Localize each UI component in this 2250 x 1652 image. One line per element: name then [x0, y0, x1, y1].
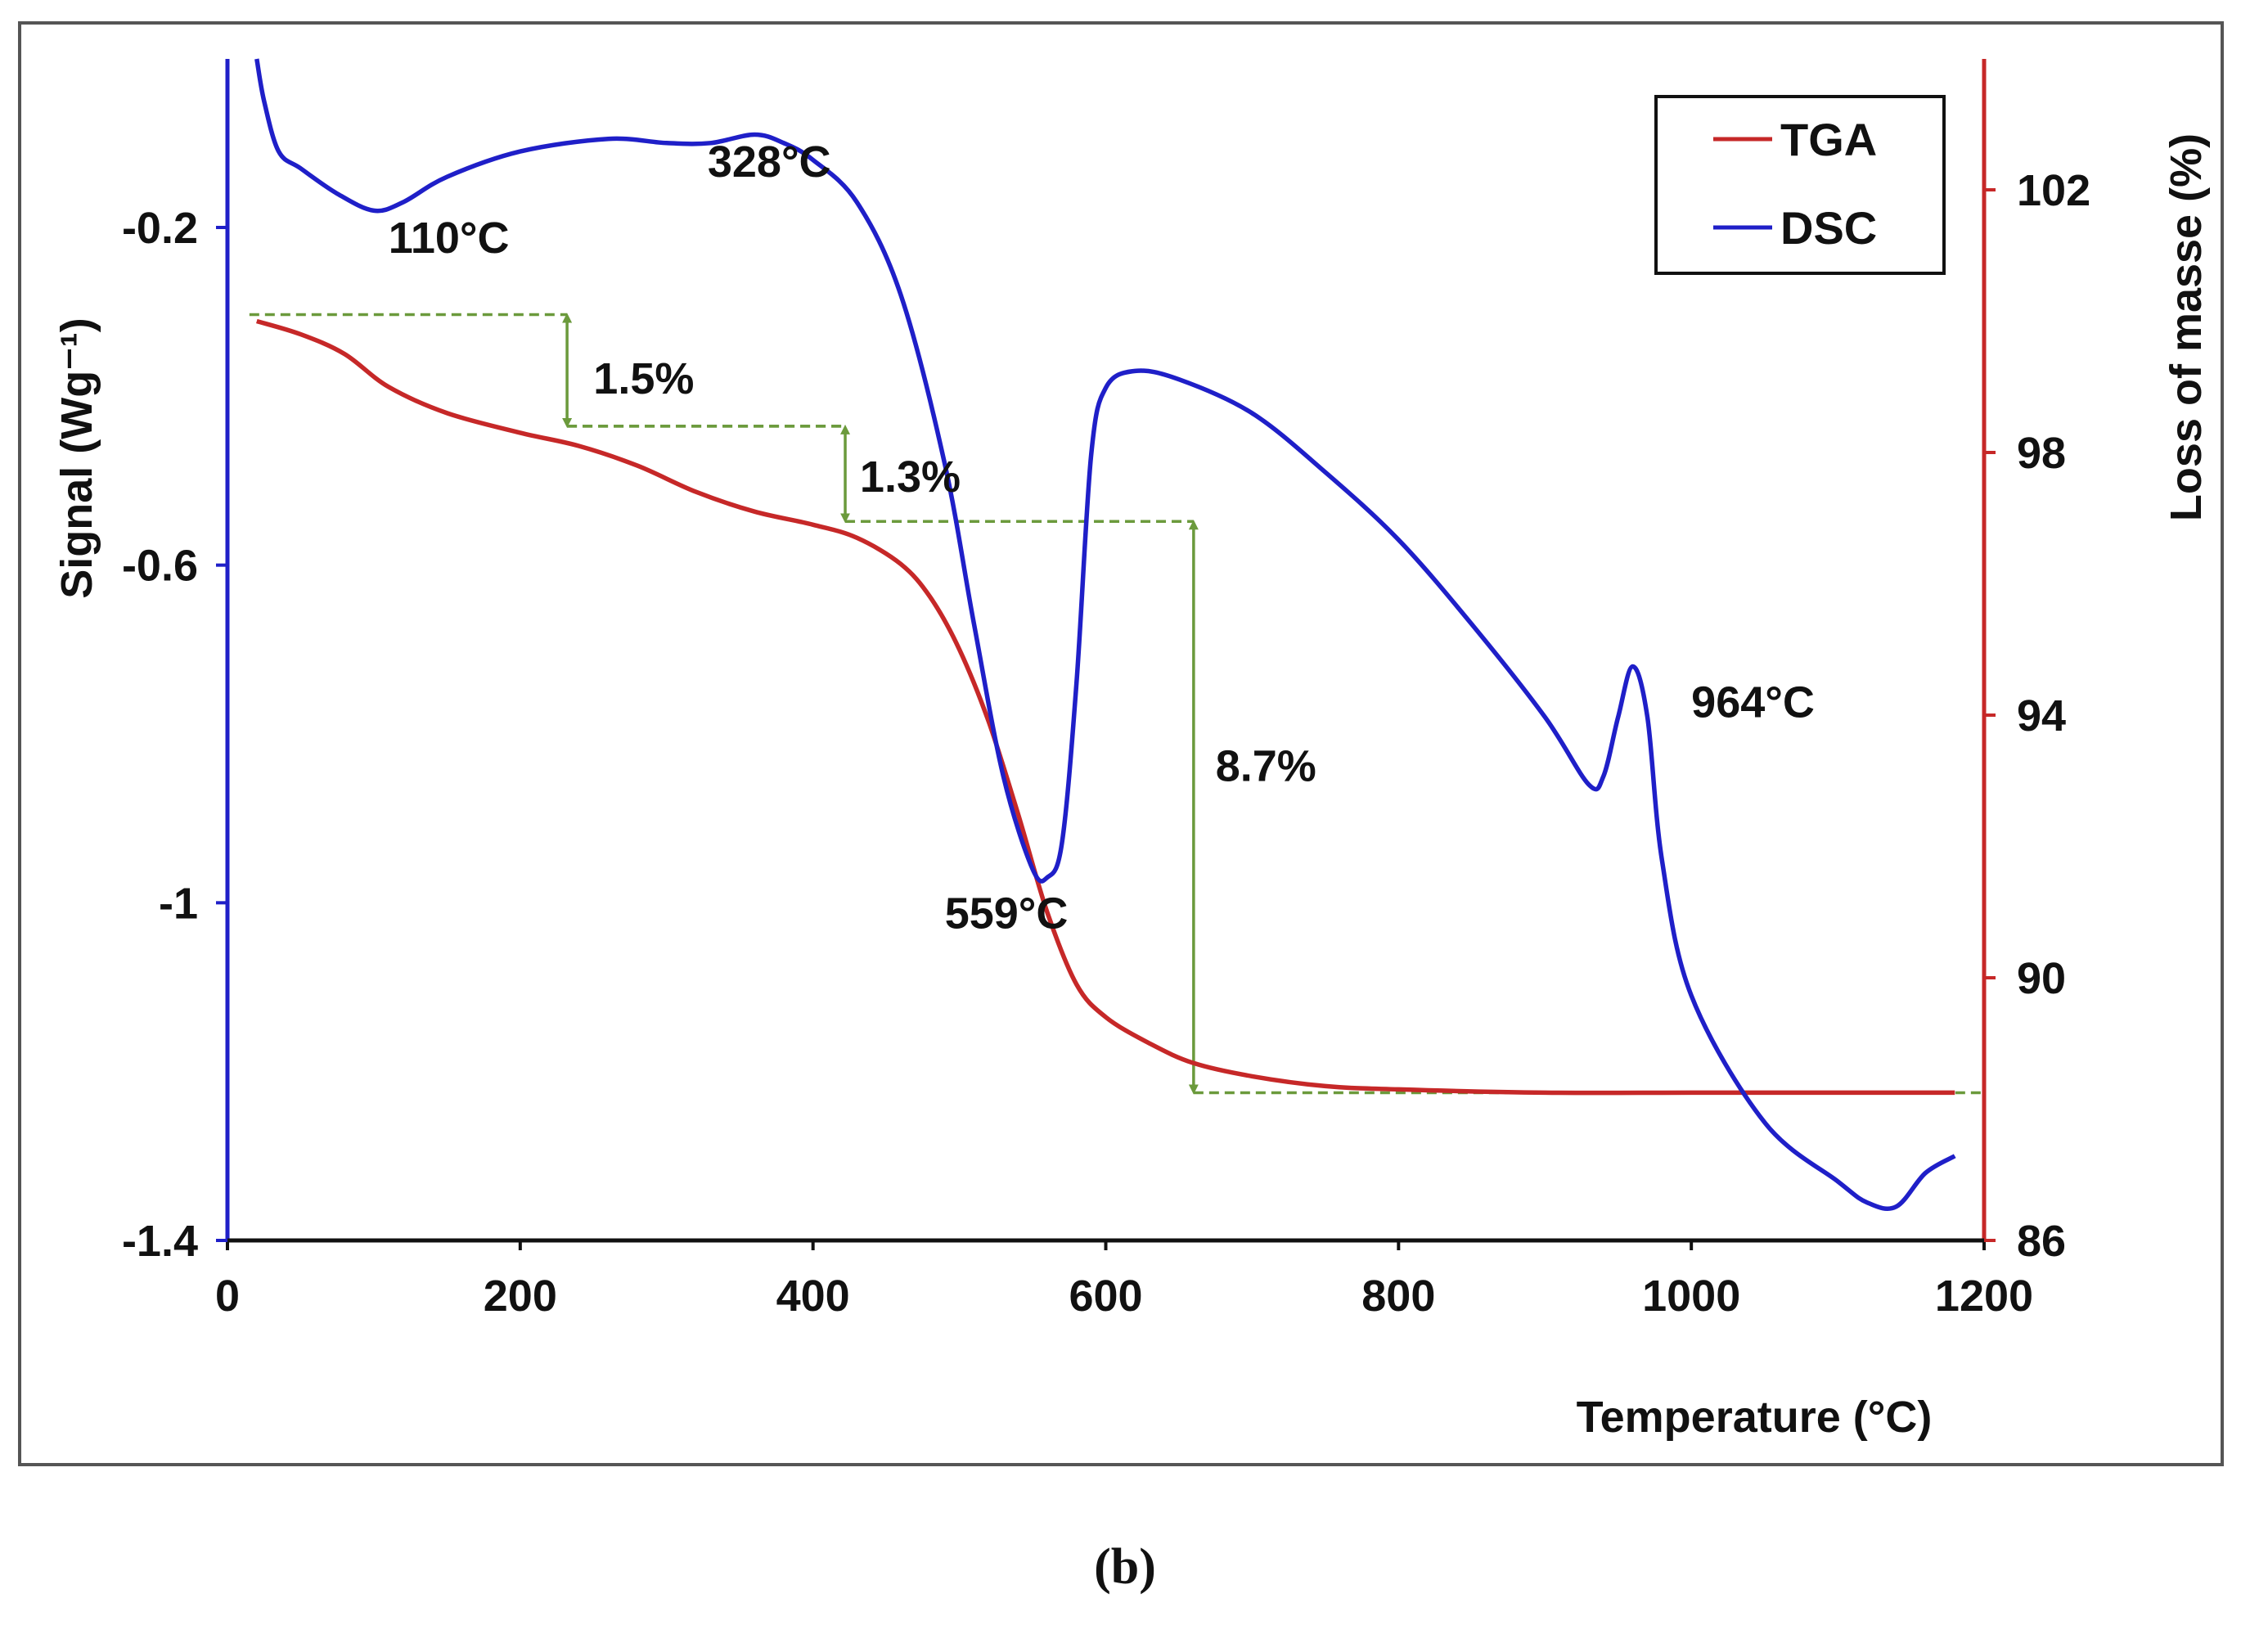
- x-tick-label: 0: [215, 1272, 240, 1321]
- y-left-axis-title: Signal (Wg⁻¹): [52, 317, 101, 598]
- x-tick-label: 600: [1069, 1272, 1142, 1321]
- annotation-label: 328°C: [708, 137, 831, 187]
- annotation-label: 559°C: [945, 889, 1069, 938]
- legend-label-tga: TGA: [1780, 114, 1877, 165]
- y-right-tick-label: 86: [2017, 1217, 2066, 1266]
- legend-label-dsc: DSC: [1780, 202, 1877, 254]
- figure-caption: (b): [1094, 1539, 1156, 1595]
- legend-box: [1654, 95, 1946, 275]
- figure-frame: [18, 21, 2224, 1466]
- y-left-tick-label: -1: [159, 879, 198, 928]
- annotation-label: 964°C: [1691, 677, 1815, 727]
- y-right-axis-title: Loss of masse (%): [2162, 133, 2211, 521]
- series-line-dsc: [254, 58, 1956, 1211]
- x-tick-label: 1000: [1642, 1272, 1740, 1321]
- y-left-tick-label: -0.2: [122, 204, 198, 253]
- y-left-tick-label: -0.6: [122, 542, 198, 591]
- y-left-tick-label: -1.4: [122, 1217, 198, 1266]
- y-right-tick-label: 98: [2017, 429, 2066, 478]
- x-tick-label: 1200: [1935, 1272, 2033, 1321]
- x-tick-label: 200: [484, 1272, 557, 1321]
- annotation-label: 1.5%: [593, 354, 694, 403]
- x-tick-label: 400: [776, 1272, 850, 1321]
- y-right-tick-label: 94: [2017, 691, 2066, 740]
- x-tick-label: 800: [1361, 1272, 1435, 1321]
- y-right-tick-label: 102: [2017, 166, 2090, 215]
- x-axis-title: Temperature (°C): [1577, 1393, 1933, 1442]
- y-right-tick-label: 90: [2017, 954, 2066, 1003]
- annotation-label: 1.3%: [860, 452, 961, 502]
- annotation-label: 110°C: [389, 214, 510, 263]
- annotation-label: 8.7%: [1216, 741, 1316, 790]
